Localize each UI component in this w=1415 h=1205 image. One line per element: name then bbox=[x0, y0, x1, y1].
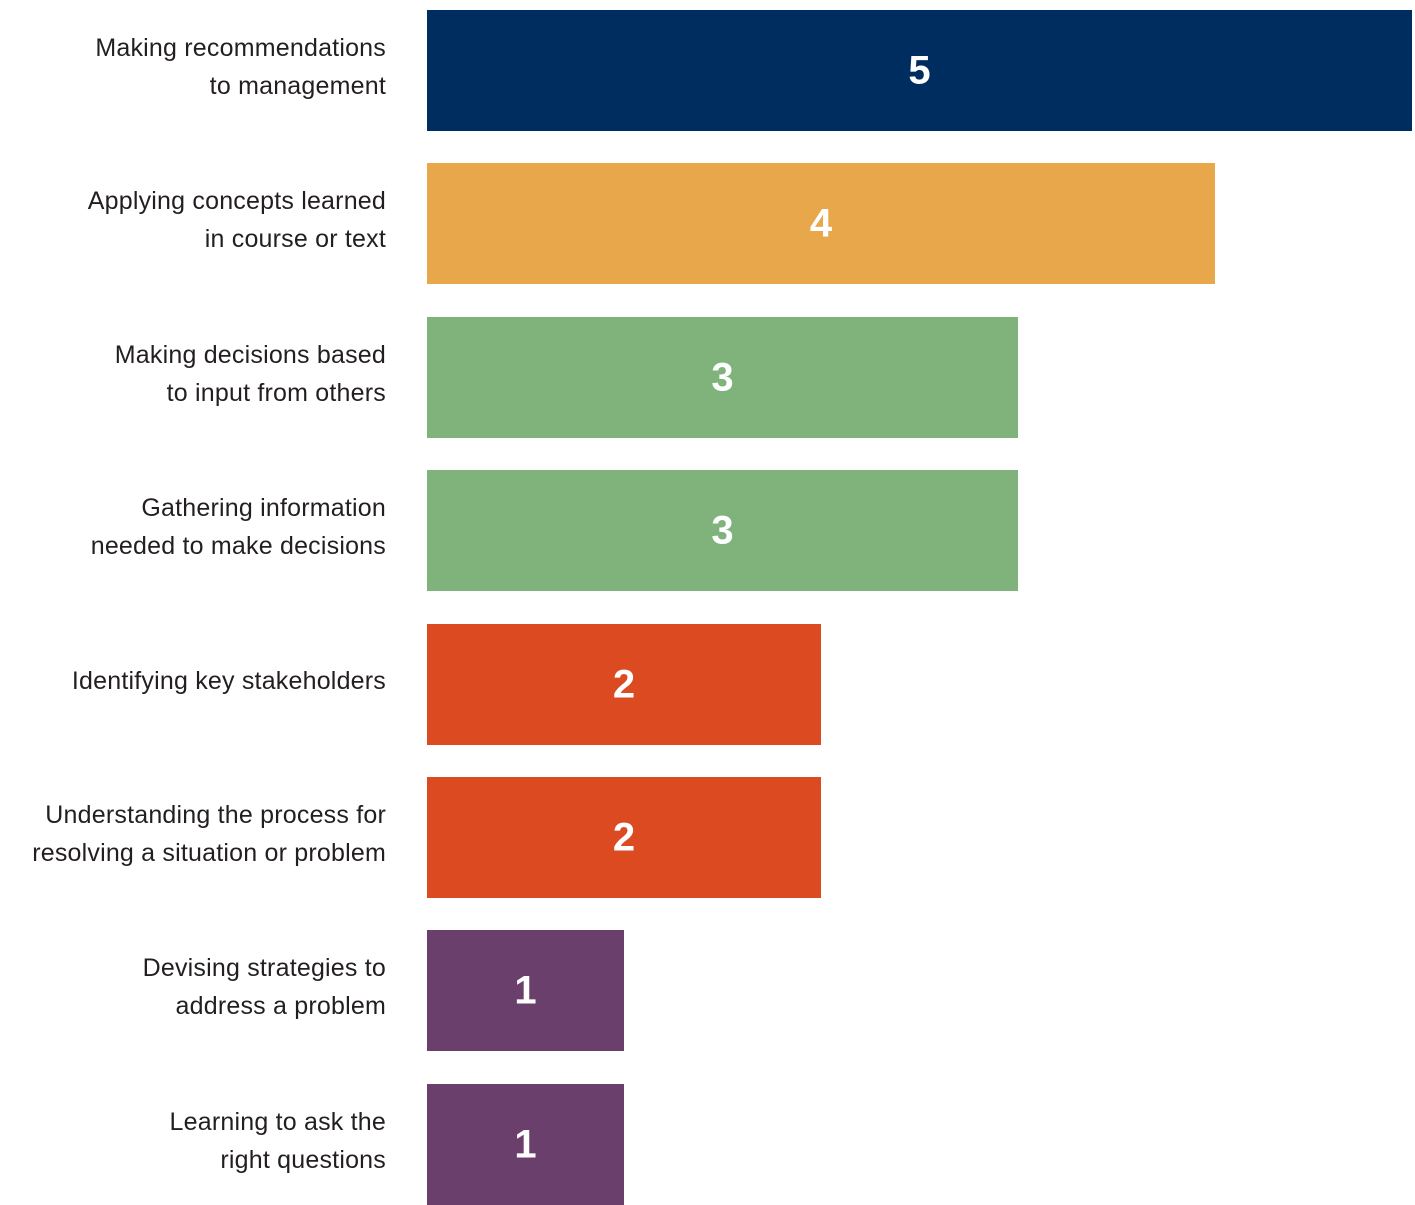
category-label-line: to management bbox=[209, 72, 386, 100]
bar: 4 bbox=[427, 163, 1215, 284]
bar-value-label: 2 bbox=[612, 662, 636, 706]
category-label-line: resolving a situation or problem bbox=[32, 839, 386, 867]
bar-value-label: 1 bbox=[514, 1122, 537, 1166]
bar: 1 bbox=[427, 1084, 624, 1205]
category-label-line: to input from others bbox=[166, 379, 386, 407]
category-label: Applying concepts learned in course or te… bbox=[0, 182, 386, 258]
category-label: Making recommendations to management bbox=[0, 29, 386, 105]
bar-value-label: 3 bbox=[711, 508, 734, 552]
bar-value-label: 2 bbox=[612, 815, 636, 859]
bar: 2 bbox=[427, 777, 821, 898]
category-label: Identifying key stakeholders bbox=[0, 662, 386, 700]
bar: 3 bbox=[427, 470, 1018, 591]
bar: 3 bbox=[427, 317, 1018, 438]
bar: 5 bbox=[427, 10, 1412, 131]
category-label-line: Making decisions based bbox=[114, 341, 386, 369]
category-label-line: Understanding the process for bbox=[45, 801, 386, 829]
bar-value-label: 4 bbox=[809, 201, 833, 245]
category-label-line: Identifying key stakeholders bbox=[71, 667, 386, 695]
bar-value-label: 3 bbox=[711, 355, 734, 399]
bar-value-label: 1 bbox=[514, 968, 537, 1012]
category-label: Gathering information needed to make deci… bbox=[0, 489, 386, 565]
category-label: Learning to ask the right questions bbox=[0, 1103, 386, 1179]
bar: 2 bbox=[427, 624, 821, 745]
category-label: Understanding the process for resolving a… bbox=[0, 796, 386, 872]
bar-value-label: 5 bbox=[908, 48, 931, 92]
category-label-line: Gathering information bbox=[141, 494, 386, 522]
category-label-line: right questions bbox=[220, 1146, 386, 1174]
category-label-line: Learning to ask the bbox=[169, 1108, 386, 1136]
category-label-line: Devising strategies to bbox=[142, 954, 386, 982]
category-label-line: in course or text bbox=[204, 225, 386, 253]
bar: 1 bbox=[427, 930, 624, 1051]
category-label-line: needed to make decisions bbox=[90, 532, 386, 560]
category-label: Devising strategies to address a problem bbox=[0, 949, 386, 1025]
category-label-line: address a problem bbox=[175, 992, 386, 1020]
category-label-line: Applying concepts learned bbox=[87, 187, 386, 215]
category-label-line: Making recommendations bbox=[95, 34, 386, 62]
category-label: Making decisions based to input from othe… bbox=[0, 336, 386, 412]
